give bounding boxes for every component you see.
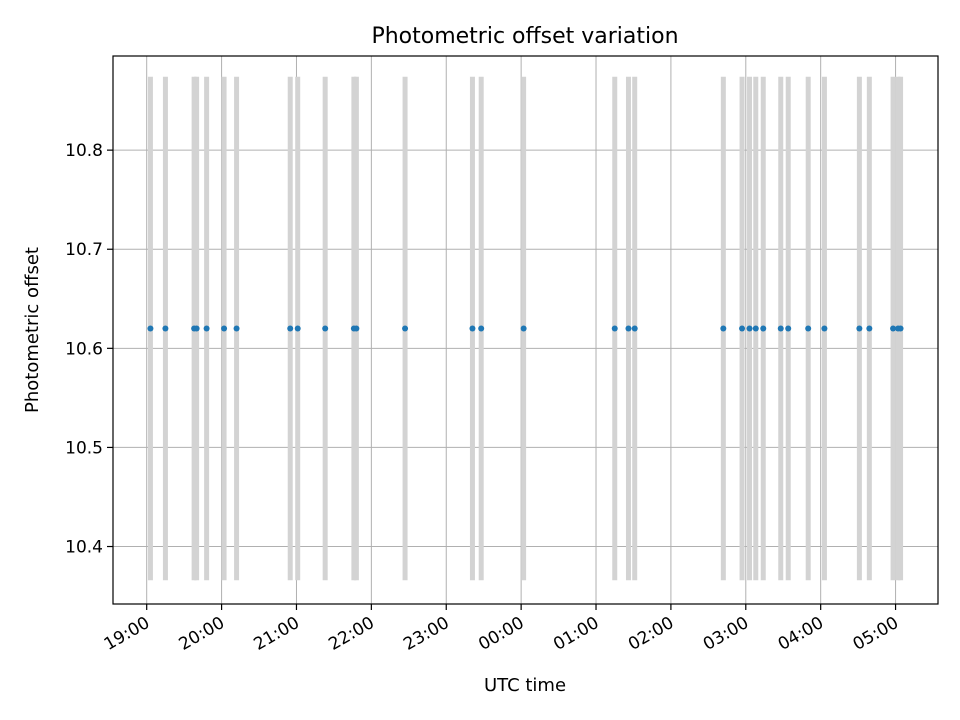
data-point: [221, 325, 228, 332]
data-point: [631, 325, 638, 332]
data-point: [520, 325, 527, 332]
data-point: [856, 325, 863, 332]
data-point: [785, 325, 792, 332]
x-axis-label: UTC time: [484, 675, 566, 696]
data-point: [805, 325, 812, 332]
data-point: [353, 325, 360, 332]
data-point: [625, 325, 632, 332]
y-tick-label: 10.6: [65, 339, 103, 359]
data-point: [746, 325, 753, 332]
data-point: [402, 325, 409, 332]
data-point: [752, 325, 759, 332]
data-point: [777, 325, 784, 332]
y-tick-label: 10.5: [65, 438, 103, 458]
data-point: [469, 325, 476, 332]
data-point: [322, 325, 329, 332]
plot-frame: [112, 55, 939, 605]
data-point: [203, 325, 210, 332]
data-point: [287, 325, 294, 332]
data-point: [897, 325, 904, 332]
y-tick-label: 10.7: [65, 240, 103, 260]
data-point: [193, 325, 200, 332]
y-tick-label: 10.8: [65, 141, 103, 161]
data-point: [890, 325, 897, 332]
data-point: [821, 325, 828, 332]
data-point: [739, 325, 746, 332]
data-point: [720, 325, 727, 332]
data-points: [147, 325, 904, 332]
data-point: [866, 325, 873, 332]
data-point: [478, 325, 485, 332]
data-point: [611, 325, 618, 332]
y-axis-label: Photometric offset: [22, 247, 43, 413]
data-point: [147, 325, 154, 332]
data-point: [162, 325, 169, 332]
chart-title: Photometric offset variation: [371, 24, 678, 49]
data-point: [294, 325, 301, 332]
data-point: [233, 325, 240, 332]
data-point: [760, 325, 767, 332]
y-tick-label: 10.4: [65, 538, 103, 558]
y-axis-ticks: 10.4 10.5 10.6 10.7 10.8: [65, 141, 113, 558]
